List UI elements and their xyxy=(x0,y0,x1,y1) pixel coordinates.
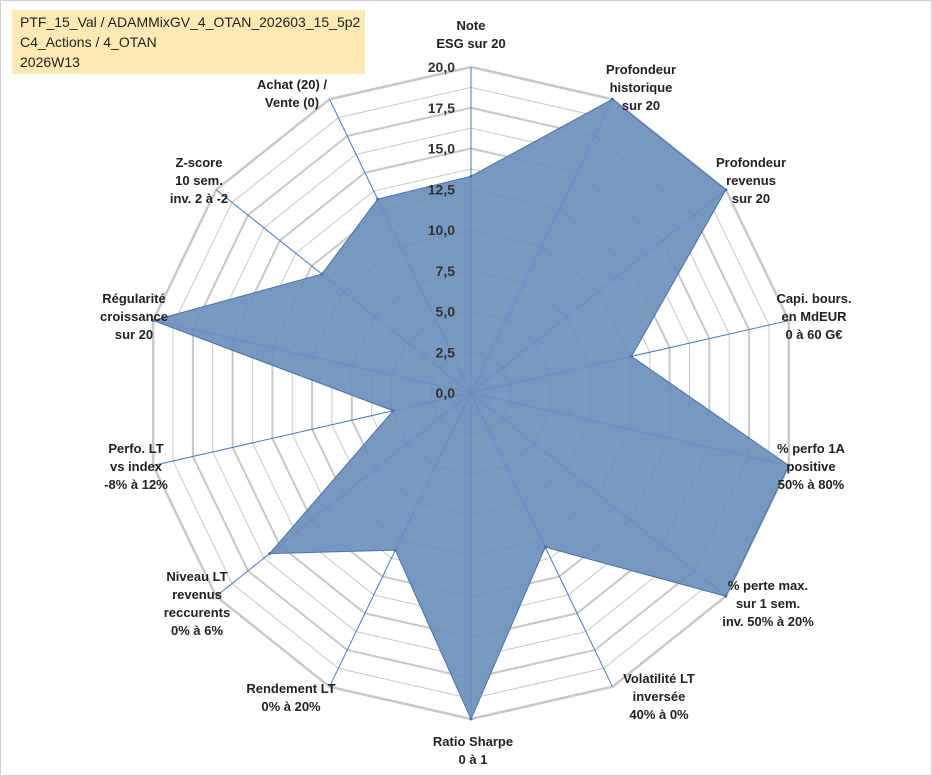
axis-label: Note xyxy=(457,18,486,33)
tick-label: 20,0 xyxy=(428,59,455,75)
category-label: C4_Actions / 4_OTAN xyxy=(20,34,157,50)
axis-label: 50% à 80% xyxy=(778,477,845,492)
axis-label: % perte max. xyxy=(728,578,808,593)
axis-label: historique xyxy=(610,80,673,95)
data-point xyxy=(393,548,397,552)
tick-label: 2,5 xyxy=(436,344,456,360)
axis-label: Capi. bours. xyxy=(776,291,851,306)
axis-label: Volatilité LT xyxy=(623,671,695,686)
axis-label: reccurents xyxy=(164,605,230,620)
axis-label: Rendement LT xyxy=(246,681,335,696)
data-point xyxy=(543,545,547,549)
axis-label: Ratio Sharpe xyxy=(433,734,513,749)
axis-label: Achat (20) / xyxy=(257,77,327,92)
axis-label: Profondeur xyxy=(716,155,786,170)
axis-label: positive xyxy=(786,459,835,474)
axis-label: 0 à 1 xyxy=(459,752,488,767)
axis-label: Régularité xyxy=(102,291,166,306)
tick-label: 10,0 xyxy=(428,222,455,238)
axis-label: Z-score xyxy=(176,155,223,170)
axis-label: Niveau LT xyxy=(166,569,227,584)
data-point xyxy=(376,197,380,201)
tick-label: 0,0 xyxy=(436,385,456,401)
data-point xyxy=(391,409,395,413)
axis-label: sur 1 sem. xyxy=(736,596,800,611)
tick-label: 7,5 xyxy=(436,263,456,279)
portfolio-title: PTF_15_Val / ADAMMixGV_4_OTAN_202603_15_… xyxy=(20,14,361,30)
data-point xyxy=(724,594,728,598)
axis-label: sur 20 xyxy=(622,98,660,113)
axis-label: revenus xyxy=(172,587,222,602)
axis-label: Perfo. LT xyxy=(108,441,163,456)
axis-label: sur 20 xyxy=(732,191,770,206)
data-point xyxy=(320,272,324,276)
data-point xyxy=(469,717,473,721)
axis-label: Vente (0) xyxy=(265,95,319,110)
data-point xyxy=(724,188,728,192)
axis-label: 40% à 0% xyxy=(629,707,689,722)
axis-label: % perfo 1A xyxy=(777,441,846,456)
info-box: PTF_15_Val / ADAMMixGV_4_OTAN_202603_15_… xyxy=(12,10,365,74)
tick-label: 5,0 xyxy=(436,304,456,320)
data-point xyxy=(151,318,155,322)
axis-label: inv. 2 à -2 xyxy=(170,191,228,206)
data-point xyxy=(787,464,791,468)
axis-label: inversée xyxy=(633,689,686,704)
data-point xyxy=(610,97,614,101)
axis-label: Profondeur xyxy=(606,62,676,77)
axis-label: ESG sur 20 xyxy=(436,36,505,51)
tick-label: 15,0 xyxy=(428,141,455,157)
data-point xyxy=(469,174,473,178)
axis-label: 10 sem. xyxy=(175,173,223,188)
axis-label: vs index xyxy=(110,459,163,474)
axis-label: 0% à 6% xyxy=(171,623,223,638)
data-point xyxy=(268,552,272,556)
axis-label: revenus xyxy=(726,173,776,188)
axis-label: sur 20 xyxy=(115,327,153,342)
axis-label: inv. 50% à 20% xyxy=(722,614,814,629)
axis-label: 0% à 20% xyxy=(261,699,321,714)
axis-label: 0 à 60 G€ xyxy=(785,327,842,342)
axis-label: croissance xyxy=(100,309,168,324)
tick-label: 17,5 xyxy=(428,100,455,116)
tick-label: 12,5 xyxy=(428,181,455,197)
week-label: 2026W13 xyxy=(20,54,80,70)
axis-label: -8% à 12% xyxy=(104,477,168,492)
data-point xyxy=(630,354,634,358)
data-series-area xyxy=(151,98,790,721)
axis-label: en MdEUR xyxy=(782,309,848,324)
